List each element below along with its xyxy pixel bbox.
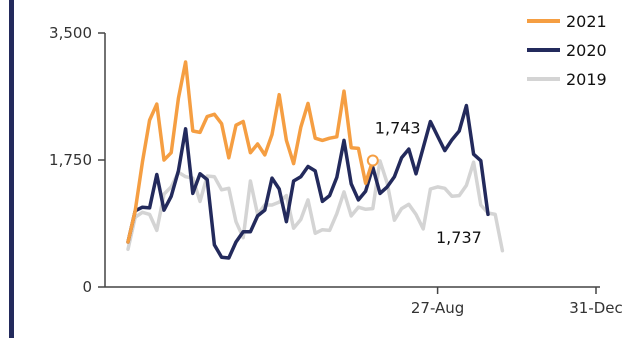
y-tick-label: 0 [82,278,92,296]
series-line-2020 [126,103,490,260]
annotation-marker-2021 [366,154,379,167]
legend-label-2021: 2021 [566,12,607,31]
x-tick-label: 31-Dec [569,299,623,317]
legend: 2021 2020 2019 [527,12,607,89]
y-tick-label: 1,750 [49,151,92,169]
series-line-2021 [126,60,375,244]
axis-ticks: 0 1,750 3,500 27-Aug 31-Dec [49,24,623,317]
y-tick-label: 3,500 [49,24,92,42]
annotation-label-2021: 1,743 [375,119,421,138]
x-tick-label: 27-Aug [411,299,464,317]
legend-label-2020: 2020 [566,41,607,60]
legend-label-2019: 2019 [566,70,607,89]
series-lines [126,60,505,260]
annotation-label-2019: 1,737 [436,228,482,247]
left-accent-bar [9,0,14,338]
annotations: 1,743 1,737 [366,119,482,247]
